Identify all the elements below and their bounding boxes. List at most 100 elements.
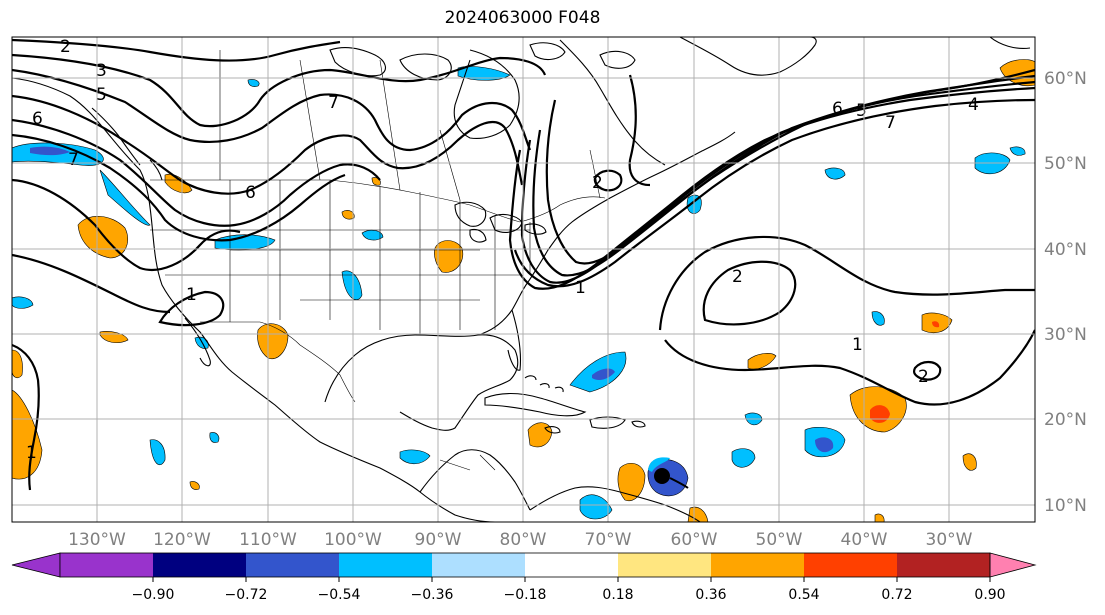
colorbar-bin — [618, 553, 712, 577]
contour-label: 3 — [96, 61, 107, 81]
fill-blue-pac1 — [149, 439, 166, 465]
colorbar-bin — [153, 553, 247, 577]
contour-label: 6 — [832, 99, 843, 119]
colorbar-bin — [525, 553, 619, 577]
colorbar-under — [11, 552, 61, 578]
fill-blue-ne — [361, 229, 384, 241]
gridlines — [12, 37, 1035, 522]
colorbar-label: 0.36 — [695, 587, 726, 603]
longitude-label: 50°W — [756, 530, 803, 550]
colorbar-label: −0.18 — [504, 587, 547, 603]
longitude-label: 70°W — [585, 530, 632, 550]
colorbar-label: −0.36 — [411, 587, 454, 603]
colorbar-bin — [897, 553, 991, 577]
colorbar-bin — [60, 553, 154, 577]
fill-orange-small2 — [189, 481, 200, 490]
fill-orange-carib — [617, 462, 646, 502]
fill-orange-atl4 — [962, 453, 977, 471]
colorbar-label: 0.72 — [881, 587, 912, 603]
colorbar-label: −0.54 — [318, 587, 361, 603]
latitude-label: 30°N — [1044, 325, 1087, 345]
colorbar-bin — [246, 553, 340, 577]
contour-label: 1 — [186, 285, 197, 305]
fill-blue-small4 — [1009, 146, 1026, 156]
contour-label: 5 — [96, 85, 107, 105]
longitude-label: 120°W — [153, 530, 211, 550]
longitude-labels: 130°W 120°W 110°W 100°W 90°W 80°W 70°W 60°W 50°W… — [68, 530, 973, 550]
fill-orange-pac3 — [12, 349, 23, 379]
colorbar-over — [989, 552, 1037, 578]
colorbar-bin — [804, 553, 898, 577]
fill-orange-mx — [257, 323, 289, 360]
fill-orange-atl3 — [747, 353, 777, 370]
fill-blue-tx — [341, 270, 363, 300]
latitude-labels: 60°N 50°N 40°N 30°N 20°N 10°N — [1044, 69, 1087, 516]
colorbar-label: 0.90 — [974, 587, 1005, 603]
contour-label: 1 — [575, 278, 586, 298]
contour-labels: 2 3 5 6 7 6 6 5 4 7 1 2 1 2 1 1 2 7 — [26, 37, 979, 463]
colorbar-label: 0.54 — [788, 587, 819, 603]
fill-blue-labrador — [457, 66, 511, 81]
fill-orange-small1 — [341, 210, 355, 220]
contour-label: 7 — [885, 113, 896, 133]
contour-label: 2 — [60, 37, 71, 57]
latitude-label: 60°N — [1044, 69, 1087, 89]
country-borders — [150, 50, 606, 471]
fill-blue-mx — [194, 336, 209, 349]
fill-darkblue-carib — [592, 368, 615, 380]
latitude-label: 20°N — [1044, 410, 1087, 430]
fill-blue-bc — [99, 169, 151, 226]
storm-center — [654, 468, 670, 484]
contour-label: 2 — [732, 267, 743, 287]
latitude-label: 40°N — [1044, 240, 1087, 260]
longitude-label: 110°W — [239, 530, 297, 550]
contour-label: 4 — [968, 95, 979, 115]
fill-blue-southam — [579, 494, 613, 520]
fill-blue-atl3 — [824, 167, 846, 180]
longitude-label: 80°W — [500, 530, 547, 550]
fill-orange-small4 — [874, 513, 885, 522]
fill-orange-pac — [77, 216, 129, 259]
contour-label: 6 — [245, 183, 256, 203]
map-title: 2024063000 F048 — [444, 8, 601, 28]
colorbar: −0.90 −0.72 −0.54 −0.36 −0.18 0.18 0.36 0.54 0.7… — [11, 552, 1037, 603]
longitude-label: 130°W — [68, 530, 126, 550]
fill-orange-ms — [434, 240, 464, 273]
contour-label: 1 — [26, 443, 37, 463]
contour-label: 2 — [918, 367, 929, 387]
colorbar-label: −0.72 — [225, 587, 268, 603]
colorbar-bin — [711, 553, 805, 577]
fill-darkblue-atl1 — [815, 437, 834, 453]
contour-label: 7 — [328, 93, 339, 113]
fill-red-atl1 — [870, 405, 890, 423]
coastlines — [12, 37, 1031, 522]
contour-label: 5 — [856, 101, 867, 121]
longitude-label: 100°W — [324, 530, 382, 550]
fill-blue-small2 — [209, 432, 220, 443]
fill-orange-baja — [99, 331, 129, 344]
colorbar-bin — [339, 553, 433, 577]
fill-blue-tc-ring — [648, 457, 670, 472]
longitude-label: 30°W — [926, 530, 973, 550]
contour-label: 2 — [592, 173, 603, 193]
colorbar-label: −0.90 — [132, 587, 175, 603]
contour-label: 6 — [32, 109, 43, 129]
fill-darkblue-pnw — [30, 146, 70, 156]
fill-blue-small3 — [871, 311, 885, 326]
fill-blue-pac2 — [12, 296, 34, 309]
contour-label: 7 — [68, 150, 79, 170]
colorbar-label: 0.18 — [602, 587, 633, 603]
fill-red-atl2 — [932, 321, 940, 328]
longitude-label: 90°W — [415, 530, 462, 550]
fill-blue-small1 — [247, 79, 260, 87]
latitude-label: 10°N — [1044, 496, 1087, 516]
height-contours — [12, 38, 1035, 491]
contour-label: 1 — [852, 335, 863, 355]
fill-orange-sa — [687, 506, 709, 522]
colorbar-bin — [432, 553, 526, 577]
longitude-label: 60°W — [671, 530, 718, 550]
fill-blue-atl4 — [731, 448, 756, 468]
longitude-label: 40°W — [841, 530, 888, 550]
fill-blue-central — [399, 449, 431, 465]
